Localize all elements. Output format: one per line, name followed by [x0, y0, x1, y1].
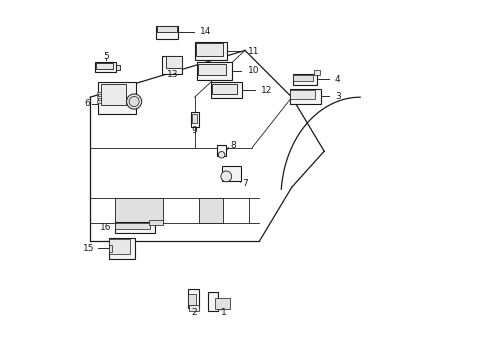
- Text: 9: 9: [192, 126, 197, 135]
- Bar: [294, 75, 313, 81]
- Ellipse shape: [221, 171, 232, 182]
- Bar: [208, 292, 219, 311]
- Bar: [98, 100, 101, 103]
- Bar: [162, 56, 182, 74]
- Bar: [189, 305, 198, 311]
- Text: 7: 7: [242, 179, 248, 188]
- Bar: [189, 289, 199, 308]
- Bar: [98, 92, 101, 94]
- Bar: [115, 222, 155, 233]
- Bar: [98, 82, 136, 114]
- Bar: [166, 56, 182, 68]
- Bar: [293, 74, 318, 85]
- Text: 2: 2: [191, 307, 196, 317]
- Text: 15: 15: [83, 244, 95, 253]
- Bar: [115, 198, 163, 223]
- Text: 6: 6: [84, 99, 90, 108]
- Text: 13: 13: [167, 70, 178, 79]
- Bar: [290, 89, 321, 104]
- Bar: [192, 114, 197, 122]
- Bar: [199, 198, 222, 223]
- Bar: [109, 239, 130, 254]
- Bar: [109, 245, 112, 252]
- Bar: [211, 82, 242, 98]
- Bar: [195, 42, 227, 60]
- Text: 8: 8: [231, 141, 236, 150]
- Bar: [198, 64, 226, 75]
- Text: 11: 11: [248, 47, 259, 56]
- Bar: [96, 63, 113, 69]
- Bar: [291, 90, 315, 99]
- Text: 3: 3: [335, 92, 341, 101]
- Bar: [216, 298, 230, 309]
- Bar: [212, 84, 237, 94]
- Bar: [314, 70, 320, 75]
- Text: 16: 16: [99, 223, 111, 232]
- Bar: [95, 62, 116, 72]
- Ellipse shape: [126, 94, 142, 109]
- Text: 10: 10: [248, 66, 259, 76]
- Bar: [115, 223, 150, 229]
- Bar: [191, 112, 198, 127]
- Text: 14: 14: [200, 27, 211, 36]
- Bar: [98, 96, 101, 98]
- Bar: [109, 238, 135, 259]
- Text: 12: 12: [261, 86, 272, 95]
- Bar: [217, 145, 226, 156]
- Ellipse shape: [129, 96, 139, 107]
- Bar: [189, 294, 196, 305]
- Text: 5: 5: [103, 52, 109, 61]
- Bar: [156, 26, 178, 39]
- Text: 1: 1: [220, 307, 226, 317]
- Bar: [101, 84, 126, 105]
- Bar: [197, 62, 231, 80]
- Text: 4: 4: [335, 75, 341, 84]
- Bar: [148, 220, 163, 225]
- Ellipse shape: [219, 152, 225, 158]
- Bar: [116, 65, 121, 70]
- Bar: [222, 166, 241, 181]
- Bar: [157, 26, 177, 32]
- Bar: [196, 43, 222, 56]
